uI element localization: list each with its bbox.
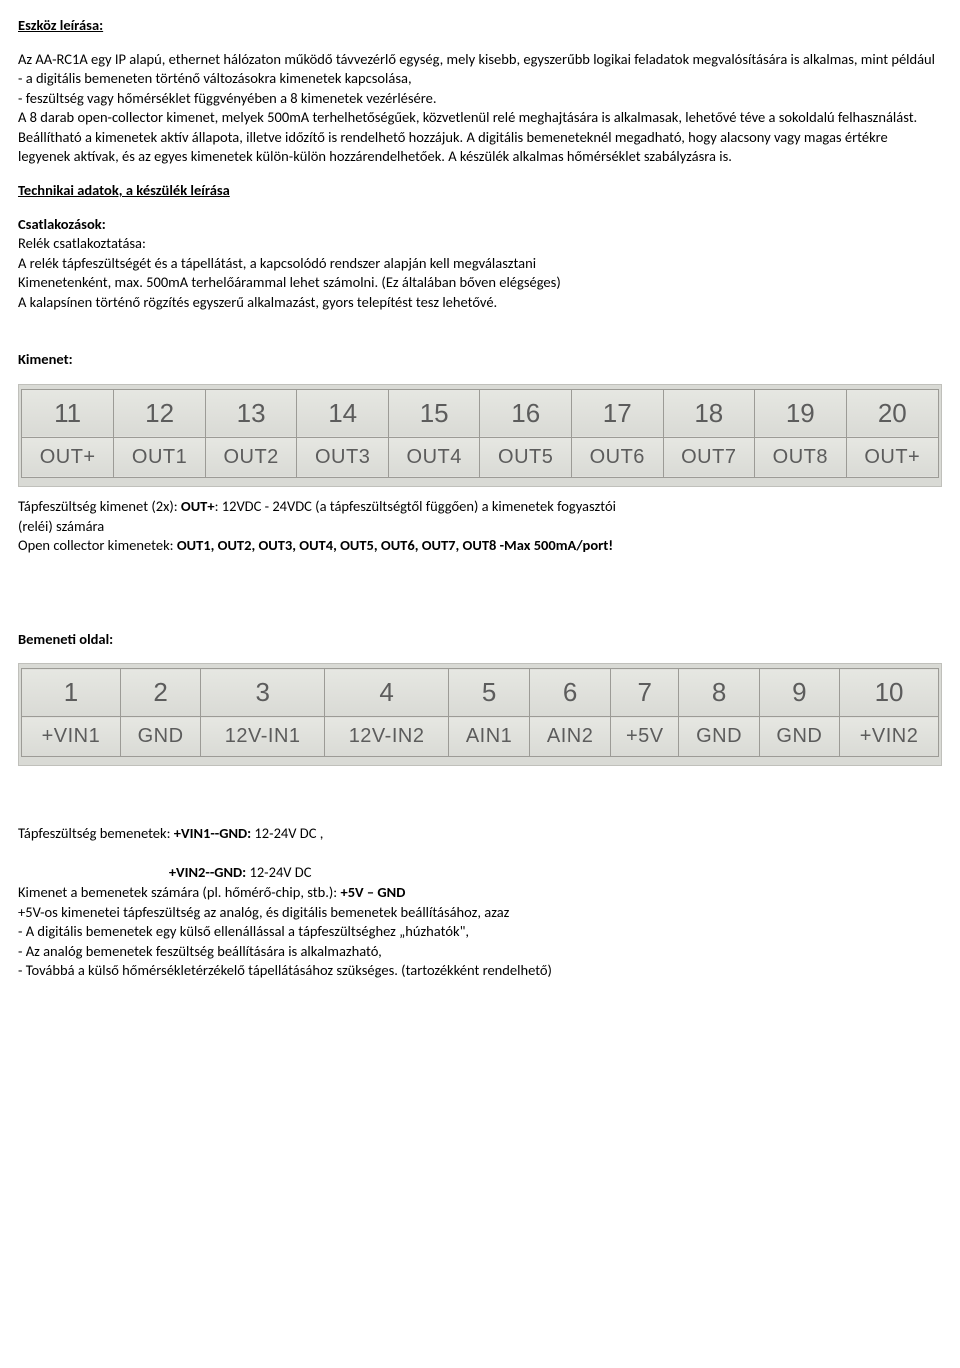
in-num: 6 — [530, 669, 611, 717]
in-label: +5V — [611, 717, 679, 757]
input-note-3: Kimenet a bemenetek számára (pl. hőmérő-… — [18, 883, 942, 903]
out-label: OUT3 — [297, 437, 389, 477]
output-terminal-table: 11 12 13 14 15 16 17 18 19 20 OUT+ OUT1 … — [21, 389, 939, 478]
out-label: OUT5 — [480, 437, 572, 477]
out-label: OUT2 — [205, 437, 297, 477]
input-note-2: +VIN2--GND: 12-24V DC — [18, 844, 942, 883]
connections-heading: Csatlakozások: — [18, 215, 942, 235]
connections-line-2: A relék tápfeszültségét és a tápellátást… — [18, 254, 942, 274]
in-label: AIN2 — [530, 717, 611, 757]
in-num: 5 — [449, 669, 530, 717]
intro-paragraph-3: Beállítható a kimenetek aktív állapota, … — [18, 128, 942, 167]
out-label: OUT4 — [388, 437, 480, 477]
input-terminal-strip: 1 2 3 4 5 6 7 8 9 10 +VIN1 GND 12V-IN1 1… — [18, 663, 942, 766]
out-num: 18 — [663, 389, 755, 437]
output-note-1: Tápfeszültség kimenet (2x): OUT+: 12VDC … — [18, 497, 942, 517]
connections-line-1: Relék csatlakoztatása: — [18, 234, 942, 254]
out-label: OUT+ — [846, 437, 938, 477]
out-num: 14 — [297, 389, 389, 437]
in-label: 12V-IN2 — [325, 717, 449, 757]
in-label: GND — [679, 717, 759, 757]
input-note-4: +5V-os kimenetei tápfeszültség az analóg… — [18, 903, 942, 923]
out-label: OUT7 — [663, 437, 755, 477]
input-note-1: Tápfeszültség bemenetek: +VIN1--GND: 12-… — [18, 824, 942, 844]
out-num: 12 — [114, 389, 206, 437]
intro-bullet-2: - feszültség vagy hőmérséklet függvényéb… — [18, 89, 942, 109]
out-num: 20 — [846, 389, 938, 437]
input-side-heading: Bemeneti oldal: — [18, 630, 942, 650]
in-num: 4 — [325, 669, 449, 717]
output-note-2: (reléi) számára — [18, 517, 942, 537]
input-note-6: - Az analóg bemenetek feszültség beállít… — [18, 942, 942, 962]
out-label: OUT8 — [755, 437, 847, 477]
output-terminal-strip: 11 12 13 14 15 16 17 18 19 20 OUT+ OUT1 … — [18, 384, 942, 487]
in-num: 2 — [120, 669, 200, 717]
in-label: GND — [120, 717, 200, 757]
out-num: 11 — [22, 389, 114, 437]
in-num: 1 — [22, 669, 121, 717]
heading-technical-data: Technikai adatok, a készülék leírása — [18, 181, 942, 201]
in-label: +VIN2 — [840, 717, 939, 757]
out-label: OUT+ — [22, 437, 114, 477]
in-label: 12V-IN1 — [201, 717, 325, 757]
out-num: 16 — [480, 389, 572, 437]
output-heading: Kimenet: — [18, 350, 942, 370]
out-num: 17 — [571, 389, 663, 437]
input-note-5: - A digitális bemenetek egy külső ellená… — [18, 922, 942, 942]
output-note-3: Open collector kimenetek: OUT1, OUT2, OU… — [18, 536, 942, 556]
connections-line-3: Kimenetenként, max. 500mA terhelőárammal… — [18, 273, 942, 293]
in-num: 3 — [201, 669, 325, 717]
heading-device-description: Eszköz leírása: — [18, 16, 942, 36]
connections-line-4: A kalapsínen történő rögzítés egyszerű a… — [18, 293, 942, 313]
out-num: 15 — [388, 389, 480, 437]
intro-paragraph-2: A 8 darab open-collector kimenet, melyek… — [18, 108, 942, 128]
in-label: AIN1 — [449, 717, 530, 757]
out-label: OUT1 — [114, 437, 206, 477]
in-label: GND — [759, 717, 839, 757]
in-num: 10 — [840, 669, 939, 717]
in-num: 7 — [611, 669, 679, 717]
out-num: 13 — [205, 389, 297, 437]
input-note-7: - Továbbá a külső hőmérsékletérzékelő tá… — [18, 961, 942, 981]
in-label: +VIN1 — [22, 717, 121, 757]
intro-bullet-1: - a digitális bemeneten történő változás… — [18, 69, 942, 89]
in-num: 8 — [679, 669, 759, 717]
input-terminal-table: 1 2 3 4 5 6 7 8 9 10 +VIN1 GND 12V-IN1 1… — [21, 668, 939, 757]
out-num: 19 — [755, 389, 847, 437]
in-num: 9 — [759, 669, 839, 717]
out-label: OUT6 — [571, 437, 663, 477]
intro-paragraph-1: Az AA-RC1A egy IP alapú, ethernet hálóza… — [18, 50, 942, 70]
